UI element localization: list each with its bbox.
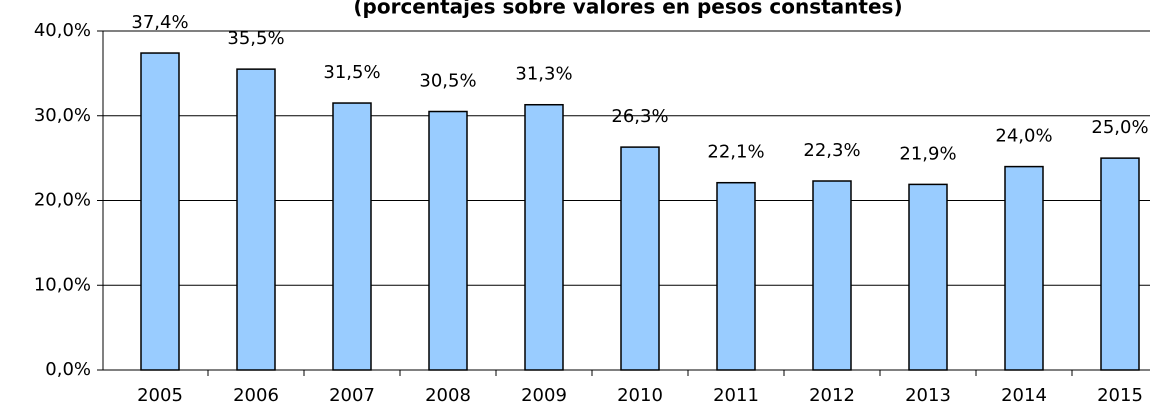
x-tick-label: 2007 [329, 385, 375, 406]
bar [716, 181, 756, 371]
x-tick-label: 2010 [617, 385, 663, 406]
x-tick-label: 2006 [233, 385, 279, 406]
y-tick-label: 30,0% [34, 105, 91, 126]
data-label: 31,3% [515, 64, 572, 85]
data-label: 35,5% [227, 28, 284, 49]
bar [332, 102, 372, 371]
data-label: 24,0% [995, 126, 1052, 147]
bar [428, 110, 468, 371]
x-tick-label: 2005 [137, 385, 183, 406]
data-label: 26,3% [611, 106, 668, 127]
y-tick-label: 10,0% [34, 274, 91, 295]
data-label: 30,5% [419, 71, 476, 92]
data-label: 22,3% [803, 140, 860, 161]
x-tick-label: 2015 [1097, 385, 1143, 406]
chart-title: (porcentajes sobre valores en pesos cons… [353, 0, 902, 19]
x-tick-label: 2008 [425, 385, 471, 406]
y-tick-label: 0,0% [45, 359, 91, 380]
bar [620, 146, 660, 371]
data-label: 31,5% [323, 62, 380, 83]
bar [1004, 165, 1044, 371]
x-tick-label: 2011 [713, 385, 759, 406]
bar [524, 103, 564, 371]
data-label: 25,0% [1091, 117, 1148, 138]
x-tick-label: 2012 [809, 385, 855, 406]
bar [812, 180, 852, 371]
y-tick-label: 20,0% [34, 190, 91, 211]
bar [908, 183, 948, 371]
x-tick-label: 2014 [1001, 385, 1047, 406]
data-label: 22,1% [707, 142, 764, 163]
bar [140, 52, 180, 371]
bar [1100, 157, 1140, 371]
bar [236, 68, 276, 371]
data-label: 37,4% [131, 12, 188, 33]
x-tick-label: 2013 [905, 385, 951, 406]
y-tick-label: 40,0% [34, 20, 91, 41]
data-label: 21,9% [899, 143, 956, 164]
x-tick-label: 2009 [521, 385, 567, 406]
